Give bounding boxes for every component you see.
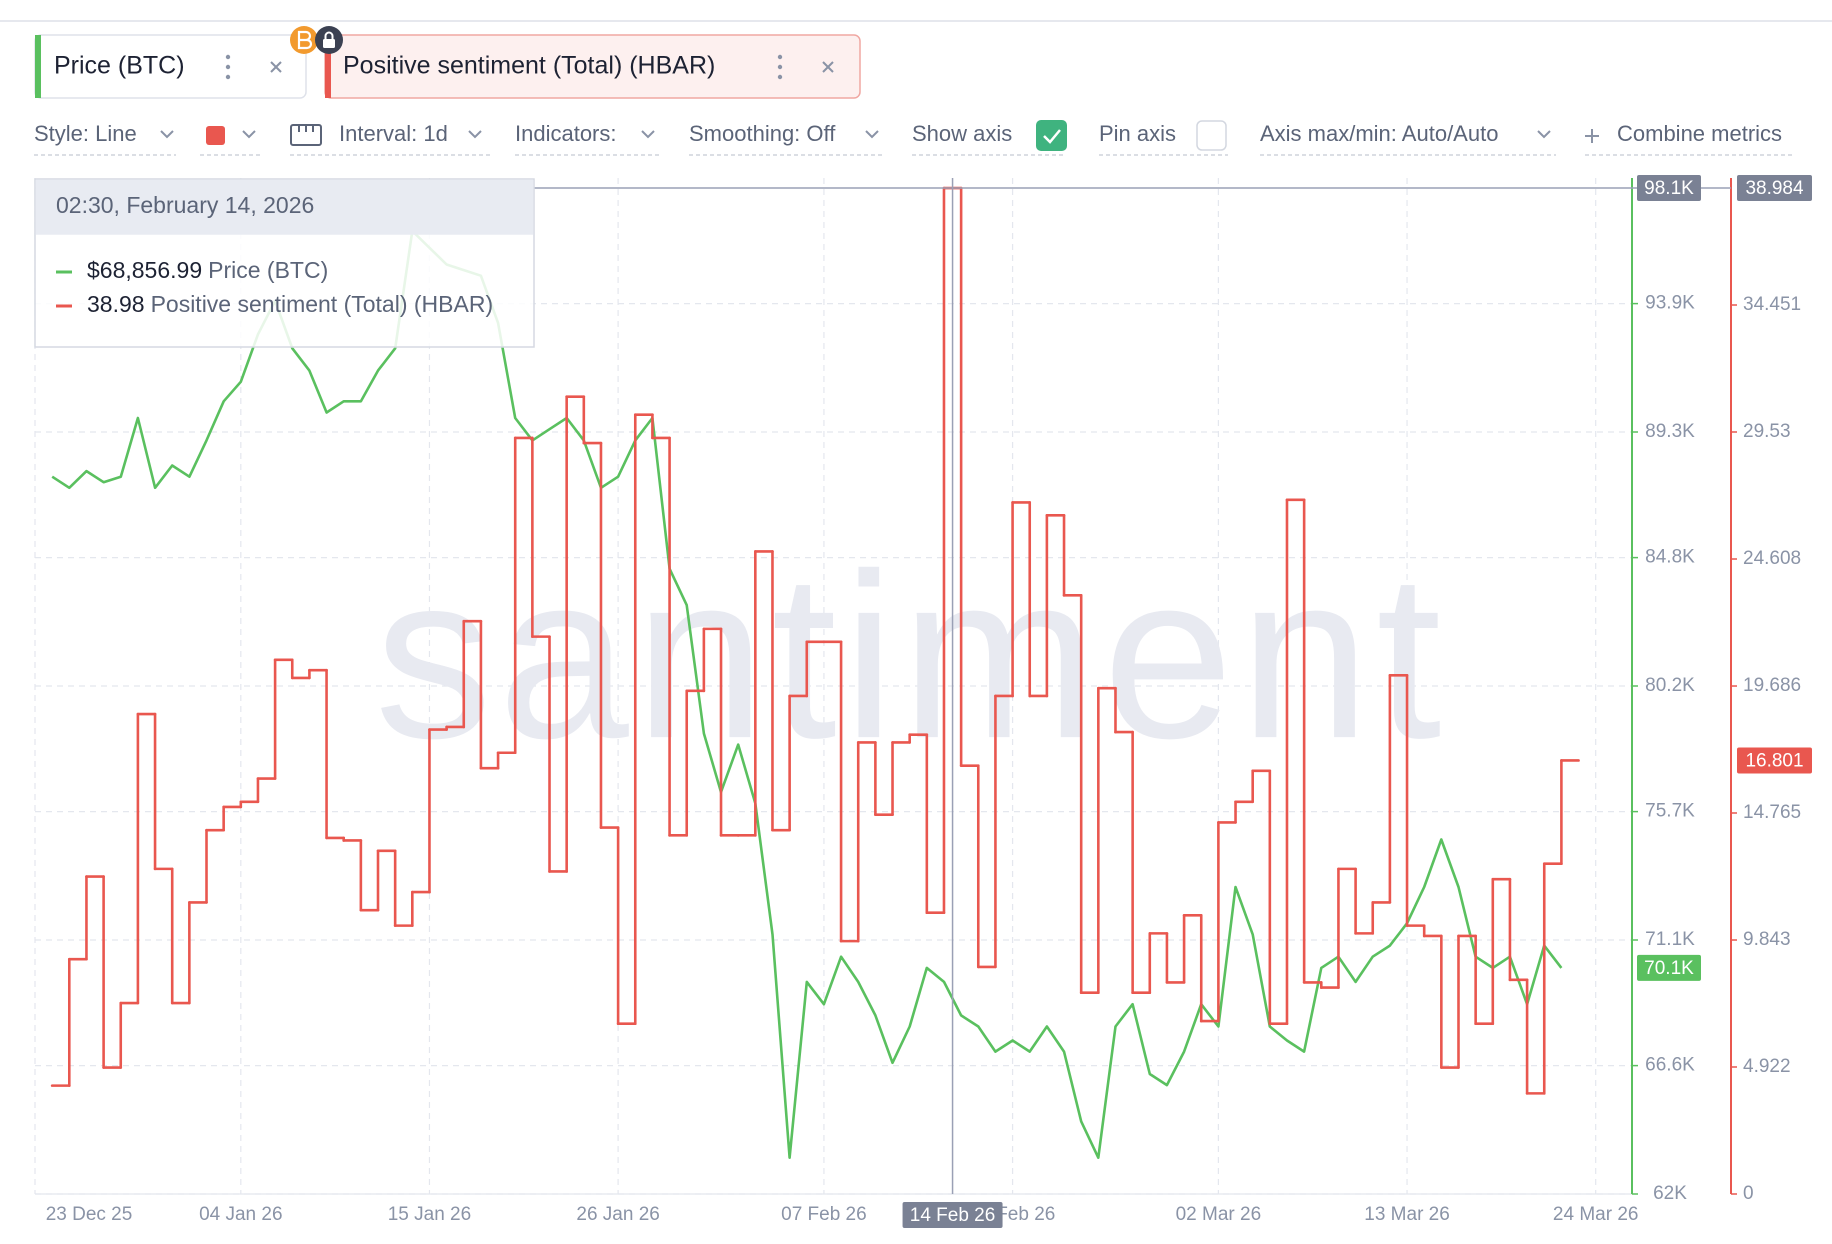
indicators-dropdown[interactable]: Indicators: [515,121,617,146]
x-tick-label: 04 Jan 26 [199,1204,282,1225]
axis-badge [1637,175,1701,202]
tooltip-row: 38.98 Positive sentiment (Total) (HBAR) [87,291,493,317]
x-tick-label: 15 Jan 26 [388,1204,471,1225]
tooltip-label: Price (BTC) [208,257,328,283]
x-tick-label: 02 Mar 26 [1176,1204,1262,1225]
y2-tick-label: 0 [1743,1183,1754,1204]
axis-badge-label: 98.1K [1644,178,1694,199]
color-picker[interactable] [206,126,225,145]
axis-badge [1637,954,1701,981]
bitcoin-badge [290,26,318,54]
show-axis-label: Show axis [912,121,1012,146]
tooltip-date: 02:30, February 14, 2026 [56,192,314,218]
y-tick-label: 62K [1653,1183,1687,1204]
y2-tick-label: 4.922 [1743,1056,1791,1077]
tab-color [35,35,41,98]
chevron [242,130,256,139]
tooltip-value: 38.98 [87,291,145,317]
plus-icon [1585,129,1599,143]
grid-layer: 62K66.6K71.1K75.7K80.2K84.8K89.3K93.9K04… [34,178,1801,1225]
plot-layer [50,186,1580,1159]
y-tick-label: 80.2K [1645,675,1695,696]
interval-dropdown[interactable]: Interval: 1d [339,121,448,146]
y2-tick-label: 24.608 [1743,548,1801,569]
tab-close[interactable] [270,61,282,73]
y-tick-label: 66.6K [1645,1055,1695,1076]
tab-menu[interactable] [225,54,231,80]
axis-badge [1737,747,1812,774]
chevron [160,130,174,139]
x-tick-label: 24 Mar 26 [1553,1204,1639,1225]
tooltip-label: Positive sentiment (Total) (HBAR) [151,291,494,317]
axis-badge [1737,175,1812,202]
x-tick-label: 13 Mar 26 [1364,1204,1450,1225]
style-dropdown[interactable]: Style: Line [34,121,137,146]
axis-range-dropdown[interactable]: Axis max/min: Auto/Auto [1260,121,1498,146]
x-tick-label: 26 Jan 26 [576,1204,659,1225]
metric-tab[interactable]: Positive sentiment (Total) (HBAR) [324,34,861,99]
axis-badge-label: 16.801 [1745,750,1803,771]
tab-label: Price (BTC) [54,52,185,80]
chevron [1537,130,1551,139]
y-tick-label: 93.9K [1645,293,1695,314]
y-tick-label: 71.1K [1645,929,1695,950]
combine-metrics[interactable]: Combine metrics [1617,121,1782,146]
axis-badge [902,1202,1003,1228]
y-tick-label: 84.8K [1645,547,1695,568]
smoothing-dropdown[interactable]: Smoothing: Off [689,121,836,146]
y2-tick-label: 29.53 [1743,421,1791,442]
tab-color [325,35,331,98]
chevron [468,130,482,139]
tooltip: 02:30, February 14, 2026 $68,856.99 Price… [34,178,535,348]
tooltip-row: $68,856.99 Price (BTC) [87,257,328,283]
tab-menu[interactable] [777,54,783,80]
pin-axis-checkbox[interactable] [1196,120,1227,151]
y-tick-label: 89.3K [1645,421,1695,442]
interval-icon [290,124,322,146]
tab-label: Positive sentiment (Total) (HBAR) [343,52,715,80]
y2-tick-label: 19.686 [1743,675,1801,696]
x-tick-label: 23 Dec 25 [46,1204,133,1225]
axis-badge-label: 14 Feb 26 [910,1205,996,1226]
chevron [641,130,655,139]
x-tick-label: 07 Feb 26 [781,1204,867,1225]
y2-tick-label: 14.765 [1743,802,1801,823]
y-tick-label: 75.7K [1645,801,1695,822]
tooltip-value: $68,856.99 [87,257,202,283]
axis-badge-label: 70.1K [1644,958,1694,979]
pin-axis-label: Pin axis [1099,121,1176,146]
tooltip-header [35,179,534,235]
y2-tick-label: 9.843 [1743,929,1791,950]
overlay-layer: 14 Feb 26 98.1K 38.984 70.1K 16.801 [35,175,1812,1228]
axis-badge-label: 38.984 [1745,178,1804,199]
metric-tab[interactable]: Price (BTC) [34,34,307,99]
price-line [51,229,1563,1159]
chevron [865,130,879,139]
show-axis-checkbox[interactable] [1036,120,1067,151]
tab-close[interactable] [822,61,834,73]
y2-tick-label: 34.451 [1743,294,1801,315]
lock-badge [315,26,343,54]
